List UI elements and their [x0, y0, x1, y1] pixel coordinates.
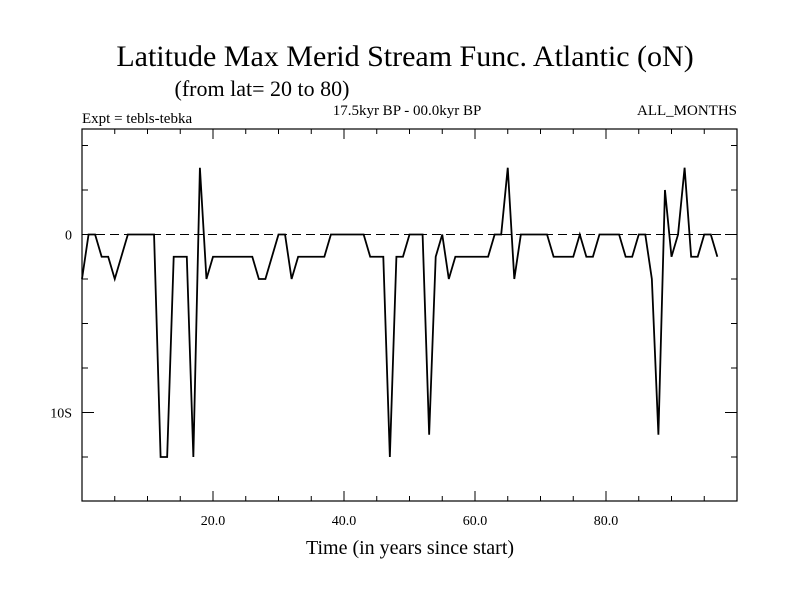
experiment-label: Expt = tebls-tebka — [82, 111, 192, 127]
series-line — [81, 167, 719, 458]
tick-labels: 20.0 40.0 60.0 80.0 0 10S — [50, 229, 618, 530]
y-tick-label: 10S — [50, 407, 72, 422]
x-tick-label: 40.0 — [332, 514, 357, 529]
data-layer — [81, 167, 737, 458]
chart-subtitle: (from lat= 20 to 80) — [175, 76, 350, 101]
tick-marks — [82, 129, 737, 501]
period-label: 17.5kyr BP - 00.0kyr BP — [333, 103, 482, 119]
y-tick-label: 0 — [65, 229, 72, 244]
months-label: ALL_MONTHS — [637, 103, 737, 119]
plot-frame — [81, 128, 738, 502]
x-tick-label: 80.0 — [594, 514, 619, 529]
x-axis-label: Time (in years since start) — [306, 537, 514, 559]
chart-title: Latitude Max Merid Stream Func. Atlantic… — [116, 40, 693, 73]
plot-border — [81, 128, 738, 502]
x-tick-label: 20.0 — [201, 514, 226, 529]
x-tick-label: 60.0 — [463, 514, 488, 529]
